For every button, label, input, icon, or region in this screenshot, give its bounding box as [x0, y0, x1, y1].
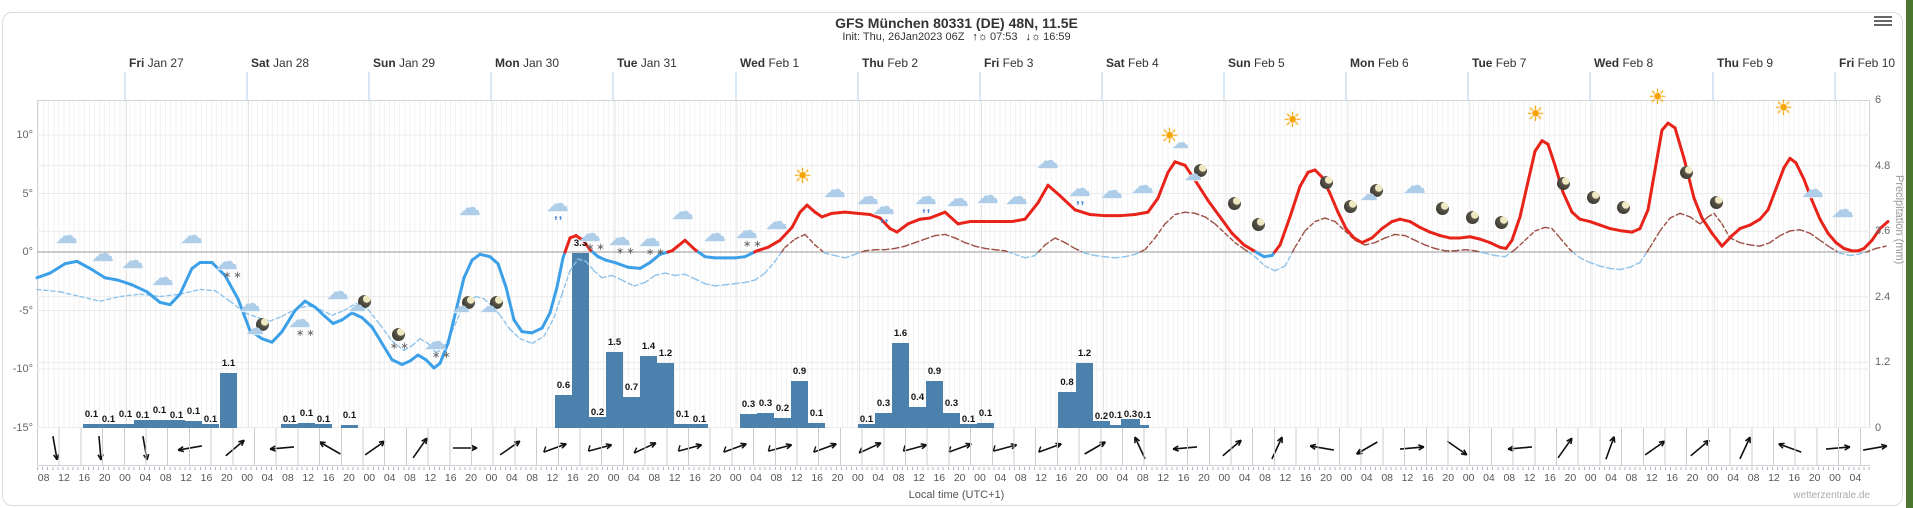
sunrise-icon: ↑☼: [972, 31, 989, 43]
sunset-time: 16:59: [1043, 31, 1071, 43]
precip-axis-title: Precipitation (mm): [1893, 175, 1905, 265]
menu-bar-icon: [1874, 24, 1892, 26]
page-edge-strip: [1906, 0, 1913, 508]
init-label: Init: Thu, 26Jan2023 06Z: [842, 31, 965, 43]
menu-bar-icon: [1874, 16, 1892, 18]
plot-area[interactable]: [37, 100, 1870, 428]
chart-subtitle: Init: Thu, 26Jan2023 06Z ↑☼ 07:53 ↓☼ 16:59: [0, 31, 1913, 43]
wind-row: [37, 428, 1870, 466]
axis-tick-row: [37, 467, 1870, 470]
x-axis-title: Local time (UTC+1): [908, 489, 1005, 501]
menu-bar-icon: [1874, 20, 1892, 22]
chart-menu-button[interactable]: [1874, 14, 1892, 28]
sunrise-time: 07:53: [990, 31, 1018, 43]
sunset-icon: ↓☼: [1025, 31, 1042, 43]
chart-title: GFS München 80331 (DE) 48N, 11.5E: [835, 15, 1078, 31]
watermark: wetterzentrale.de: [1793, 490, 1870, 501]
